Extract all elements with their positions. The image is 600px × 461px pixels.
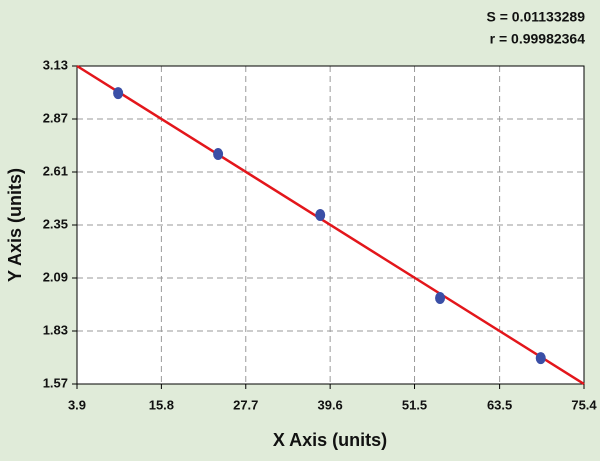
data-point [435, 291, 446, 304]
y-tick-label: 3.13 [43, 57, 68, 72]
x-tick-label: 3.9 [68, 397, 86, 412]
x-tick-label: 27.7 [233, 397, 258, 412]
annotation: S = 0.01133289 [487, 9, 586, 25]
data-point [535, 352, 546, 365]
y-tick-label: 2.61 [43, 163, 68, 178]
x-tick-label: 15.8 [149, 397, 174, 412]
y-tick-label: 1.83 [43, 322, 68, 337]
y-tick-label: 2.09 [43, 269, 68, 284]
y-axis-label: Y Axis (units) [5, 168, 25, 282]
data-point [213, 148, 224, 161]
y-tick-label: 1.57 [43, 375, 68, 390]
x-axis-label: X Axis (units) [273, 430, 387, 450]
y-tick-label: 2.87 [43, 110, 68, 125]
plot-border [76, 65, 585, 385]
x-tick-label: 39.6 [317, 397, 342, 412]
x-tick-label: 75.4 [571, 397, 597, 412]
annotation: r = 0.99982364 [490, 31, 586, 47]
x-tick-label: 51.5 [402, 397, 427, 412]
data-point [315, 209, 326, 222]
data-point [113, 87, 124, 100]
y-tick-label: 2.35 [43, 216, 68, 231]
fit-line [76, 64, 585, 386]
x-tick-label: 63.5 [487, 397, 512, 412]
